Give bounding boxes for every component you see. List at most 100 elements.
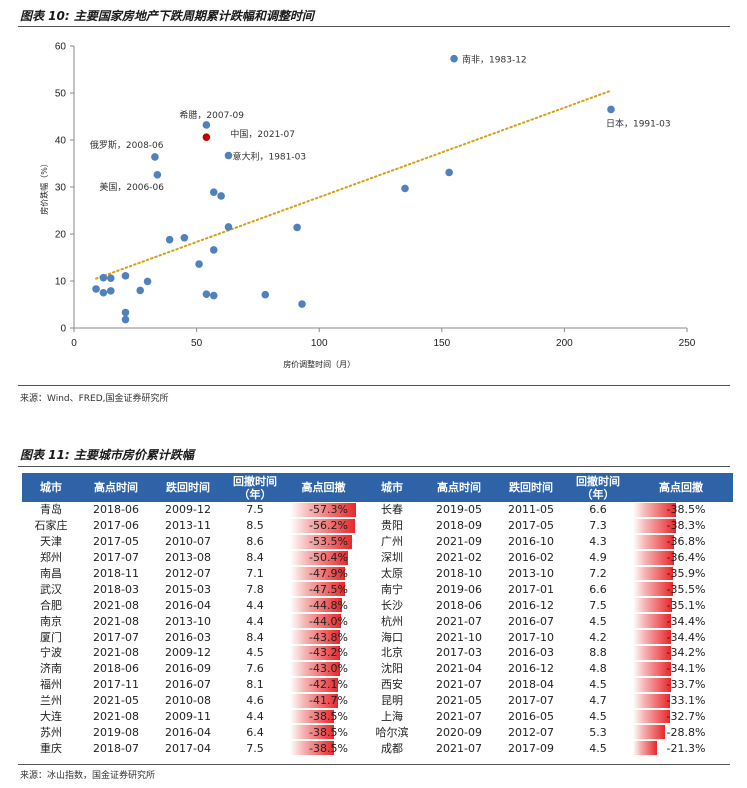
point-label: 日本，1991-03	[606, 117, 671, 129]
drawdown-cell: -34.4%	[629, 629, 733, 645]
city-cell: 昆明	[381, 694, 403, 708]
drawdown-value: -43.2%	[309, 646, 348, 660]
years-cell: 7.2	[589, 567, 607, 580]
x-tick-label: 250	[679, 338, 696, 349]
column-header: 高点时间	[80, 473, 152, 502]
drawdown-cell: -50.4%	[286, 550, 361, 566]
point-label: 意大利，1981-03	[232, 151, 306, 163]
table-row: 苏州 2019-08 2016-04 6.4 -38.5% 哈尔滨 2020-09 2012-…	[22, 724, 733, 740]
drawdown-cell: -35.1%	[629, 597, 733, 613]
back-date-cell: 2013-10	[508, 567, 554, 580]
column-header: 回撤时间 （年）	[224, 473, 286, 502]
data-point	[195, 260, 203, 268]
drawdown-bar	[633, 550, 674, 565]
drawdown-cell: -28.8%	[629, 724, 733, 740]
high-date-cell: 2021-04	[436, 662, 482, 676]
fig11-title: 图表 11: 主要城市房价累计跌幅	[20, 448, 194, 462]
years-cell: 6.4	[246, 725, 264, 739]
x-tick-label: 200	[556, 338, 573, 349]
point-label: 俄罗斯，2008-06	[90, 139, 164, 151]
y-tick-label: 60	[55, 42, 67, 53]
years-cell: 4.5	[589, 614, 607, 628]
years-cell: 4.9	[589, 551, 607, 565]
drawdown-bar	[633, 518, 676, 533]
drawdown-value: -47.9%	[309, 567, 348, 580]
years-cell: 7.5	[246, 741, 264, 755]
back-date-cell: 2017-07	[508, 694, 554, 708]
drawdown-value: -38.3%	[666, 519, 706, 533]
drawdown-value: -33.1%	[666, 694, 706, 708]
back-date-cell: 2009-12	[165, 646, 211, 660]
drawdown-cell: -44.8%	[286, 597, 361, 613]
drawdown-cell: -35.9%	[629, 566, 733, 582]
drawdown-cell: -21.3%	[629, 740, 733, 756]
city-cell: 天津	[40, 535, 62, 549]
city-cell: 苏州	[40, 725, 62, 739]
city-cell: 长沙	[381, 598, 403, 612]
years-cell: 8.4	[246, 551, 264, 565]
back-date-cell: 2010-08	[165, 694, 211, 708]
data-point	[121, 315, 130, 324]
drawdown-bar	[290, 646, 340, 660]
drawdown-value: -35.5%	[666, 582, 706, 596]
back-date-cell: 2018-04	[508, 678, 554, 692]
drawdown-cell: -36.4%	[629, 550, 733, 566]
column-header: 回撤时间 （年）	[567, 473, 629, 502]
y-tick-label: 40	[55, 136, 67, 147]
high-date-cell: 2019-08	[93, 725, 139, 739]
drawdown-cell: -34.1%	[629, 661, 733, 677]
data-point	[209, 246, 218, 254]
back-date-cell: 2016-07	[508, 614, 554, 628]
high-date-cell: 2017-05	[93, 535, 139, 549]
drawdown-bar	[633, 725, 666, 740]
high-date-cell: 2021-07	[436, 710, 482, 724]
years-cell: 6.6	[589, 582, 607, 596]
table-row: 石家庄 2017-06 2013-11 8.5 -56.2% 贵阳 2018-09 2017-…	[22, 518, 733, 534]
years-cell: 4.4	[246, 598, 264, 612]
city-cell: 广州	[381, 535, 403, 549]
city-cell: 杭州	[381, 614, 403, 628]
data-point	[450, 54, 458, 63]
drawdown-value: -36.4%	[666, 551, 706, 565]
years-cell: 7.8	[246, 582, 264, 596]
drawdown-bar	[290, 503, 356, 517]
back-date-cell: 2009-12	[165, 503, 211, 517]
fig11-bottom-rule	[18, 764, 730, 765]
drawdown-value: -38.5%	[309, 710, 348, 724]
column-header: 高点时间	[423, 473, 495, 502]
table-row: 天津 2017-05 2010-07 8.6 -53.5% 广州 2021-09 2016-1…	[22, 534, 733, 550]
back-date-cell: 2016-12	[508, 598, 554, 612]
table-row: 南昌 2018-11 2012-07 7.1 -47.9% 太原 2018-10 2013-1…	[22, 566, 733, 582]
drawdown-cell: -53.5%	[286, 534, 361, 550]
city-cell: 郑州	[40, 551, 62, 565]
back-date-cell: 2017-04	[165, 741, 211, 755]
years-cell: 8.5	[246, 519, 264, 533]
drawdown-bar	[290, 741, 335, 756]
back-date-cell: 2017-05	[508, 519, 554, 533]
data-point	[298, 300, 306, 308]
fig10-source: 来源：Wind、FRED,国金证券研究所	[20, 394, 169, 404]
drawdown-bar	[633, 646, 672, 660]
city-cell: 重庆	[40, 741, 62, 755]
high-date-cell: 2021-02	[436, 551, 482, 565]
drawdown-value: -34.1%	[666, 662, 706, 676]
drawdown-bar	[290, 550, 349, 565]
city-cell: 宁波	[40, 646, 62, 660]
table-body: 青岛 2018-06 2009-12 7.5 -57.3% 长春 2019-05 2011-0…	[22, 502, 733, 756]
table-header-row: 城市 高点时间 跌回时间 回撤时间 （年） 高点回撤 城市 高点时间 跌回时间 回撤时间 （年） 高点…	[22, 473, 733, 502]
data-point	[261, 290, 270, 299]
drawdown-cell: -33.1%	[629, 693, 733, 709]
city-cell: 福州	[40, 678, 62, 692]
drawdown-bar	[633, 693, 670, 708]
years-cell: 4.4	[246, 614, 264, 628]
high-date-cell: 2021-05	[93, 694, 139, 708]
high-date-cell: 2021-10	[436, 630, 482, 644]
years-cell: 8.1	[246, 678, 264, 692]
table-row: 青岛 2018-06 2009-12 7.5 -57.3% 长春 2019-05 2011-0…	[22, 502, 733, 518]
back-date-cell: 2016-03	[165, 630, 211, 644]
high-date-cell: 2021-08	[93, 614, 139, 628]
years-cell: 4.8	[589, 662, 607, 676]
back-date-cell: 2016-10	[508, 535, 554, 549]
data-point	[224, 151, 233, 160]
drawdown-value: -35.9%	[666, 567, 706, 580]
